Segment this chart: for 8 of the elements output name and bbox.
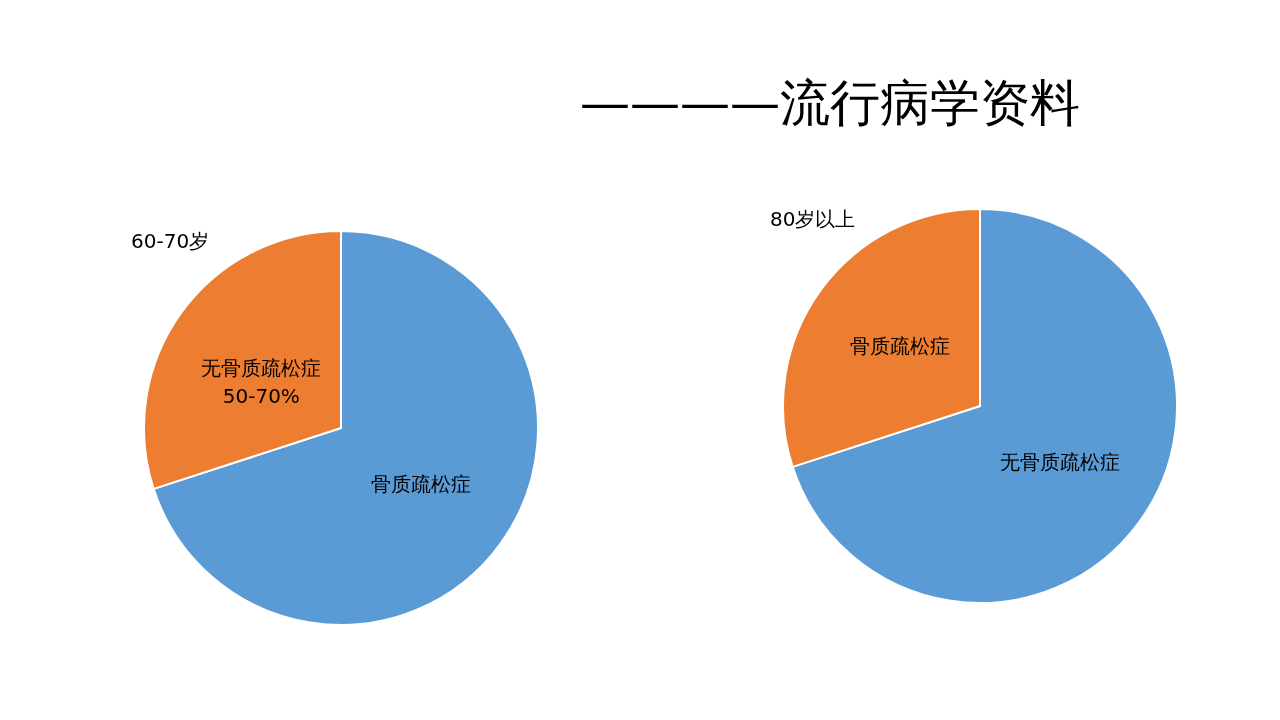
slice-label: 骨质疏松症 xyxy=(850,334,951,359)
text: ————流行病学资料 xyxy=(580,73,1080,134)
chart-title: 80岁以上 xyxy=(770,206,856,233)
text: 50-70% xyxy=(222,384,300,409)
chart-title: 60-70岁 xyxy=(131,228,210,255)
slice-label: 无骨质疏松症 xyxy=(201,356,322,381)
slice-label: 无骨质疏松症 xyxy=(999,450,1120,475)
slice-label: 骨质疏松症 xyxy=(370,472,471,497)
